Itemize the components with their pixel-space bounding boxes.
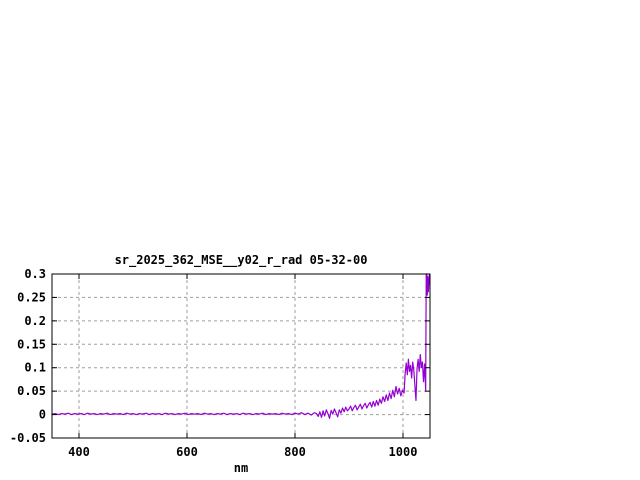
y-tick-label: 0.3: [24, 267, 46, 281]
series-line: [51, 273, 431, 419]
y-tick-label: 0.25: [17, 290, 46, 304]
y-tick-label: 0: [39, 408, 46, 422]
x-axis-label: nm: [234, 461, 248, 475]
x-tick-label: 400: [68, 445, 90, 459]
x-tick-label: 1000: [389, 445, 418, 459]
y-tick-label: 0.05: [17, 384, 46, 398]
y-tick-label: 0.2: [24, 314, 46, 328]
x-tick-label: 600: [176, 445, 198, 459]
chart-title: sr_2025_362_MSE__y02_r_rad 05-32-00: [115, 253, 368, 268]
plot-border: [51, 273, 431, 439]
x-tick-label: 800: [284, 445, 306, 459]
grid-layer: [52, 274, 430, 438]
y-tick-label: -0.05: [10, 431, 46, 445]
series-layer: [51, 273, 431, 419]
axis-layer: 400 600 800 1000 -0.05 0 0.05 0.1 0.15 0.2 0.25 0.3: [10, 267, 431, 459]
y-tick-label: 0.15: [17, 337, 46, 351]
y-tick-label: 0.1: [24, 361, 46, 375]
